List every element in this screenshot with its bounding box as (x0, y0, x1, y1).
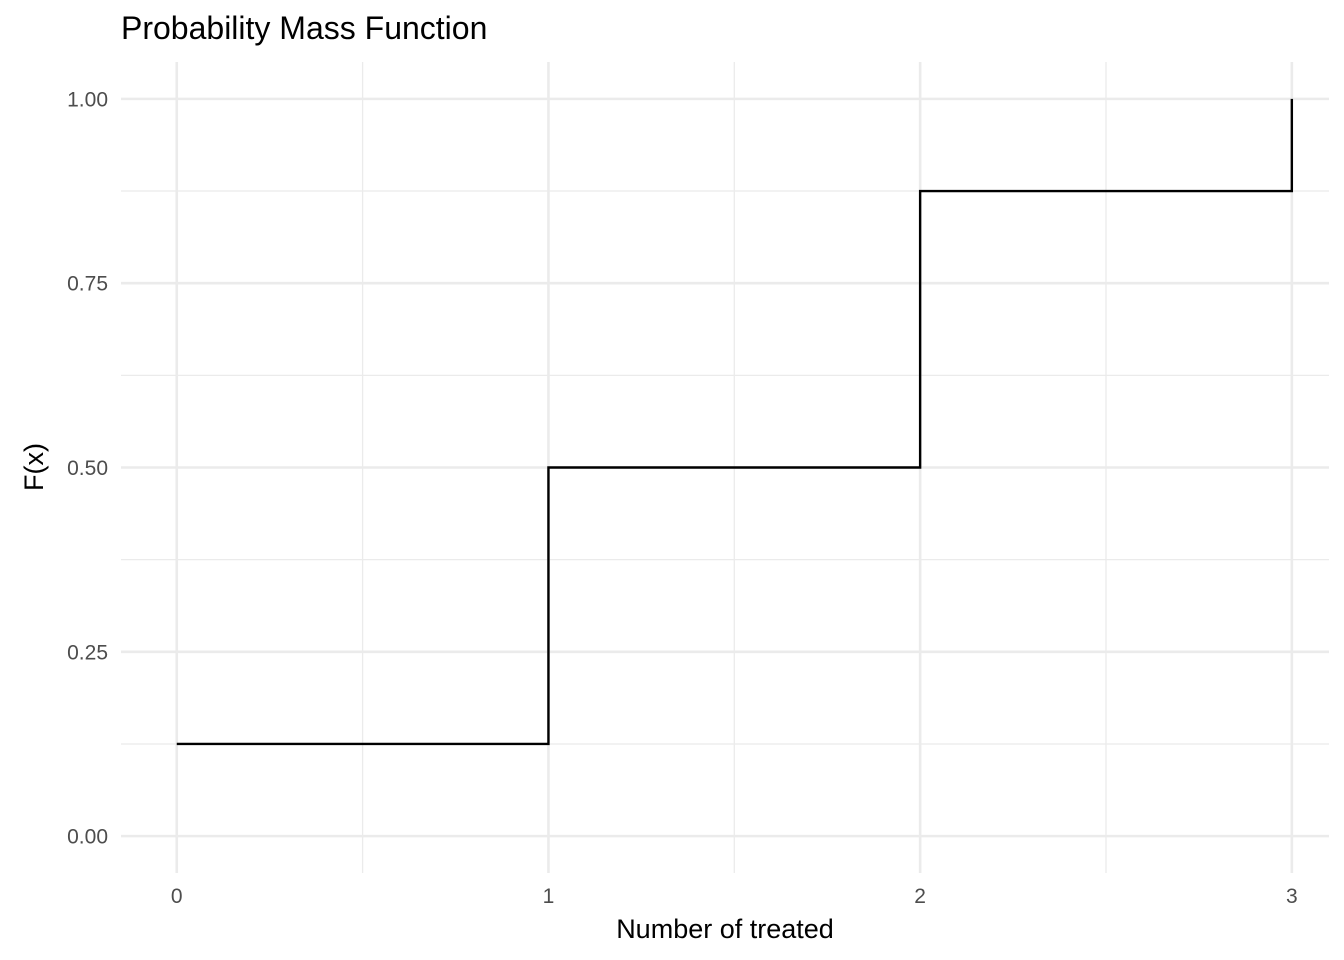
y-tick-label: 0.50 (67, 457, 108, 480)
y-axis-title: F(x) (19, 443, 49, 491)
x-axis-ticks: 0 1 2 3 (171, 885, 1298, 908)
y-axis-ticks: 0.00 0.25 0.50 0.75 1.00 (67, 88, 108, 848)
y-tick-label: 0.75 (67, 273, 108, 296)
x-tick-label: 2 (914, 885, 926, 908)
x-tick-label: 1 (543, 885, 555, 908)
x-axis-title: Number of treated (616, 914, 834, 944)
chart-title: Probability Mass Function (121, 10, 487, 46)
y-tick-label: 0.25 (67, 641, 108, 664)
cdf-step-line (176, 98, 1294, 746)
y-tick-label: 1.00 (67, 88, 108, 111)
y-tick-label: 0.00 (67, 826, 108, 849)
plot-series (176, 98, 1294, 746)
x-tick-label: 0 (171, 885, 183, 908)
x-tick-label: 3 (1286, 885, 1298, 908)
